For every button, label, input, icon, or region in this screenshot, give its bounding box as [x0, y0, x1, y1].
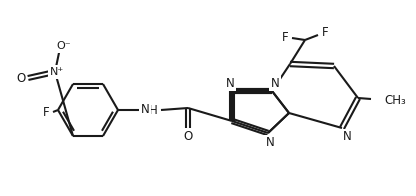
Text: CH₃: CH₃	[384, 93, 406, 106]
Text: N: N	[266, 136, 275, 150]
Text: O: O	[16, 72, 26, 84]
Text: N: N	[225, 76, 234, 90]
Text: O⁻: O⁻	[57, 41, 71, 51]
Text: N: N	[343, 131, 352, 143]
Text: F: F	[282, 31, 288, 44]
Text: O: O	[183, 130, 193, 142]
Text: F: F	[322, 25, 328, 38]
Text: N⁺: N⁺	[50, 67, 64, 77]
Text: F: F	[43, 105, 50, 119]
Text: N: N	[271, 76, 280, 90]
Text: N: N	[141, 103, 149, 115]
Text: H: H	[149, 103, 157, 116]
